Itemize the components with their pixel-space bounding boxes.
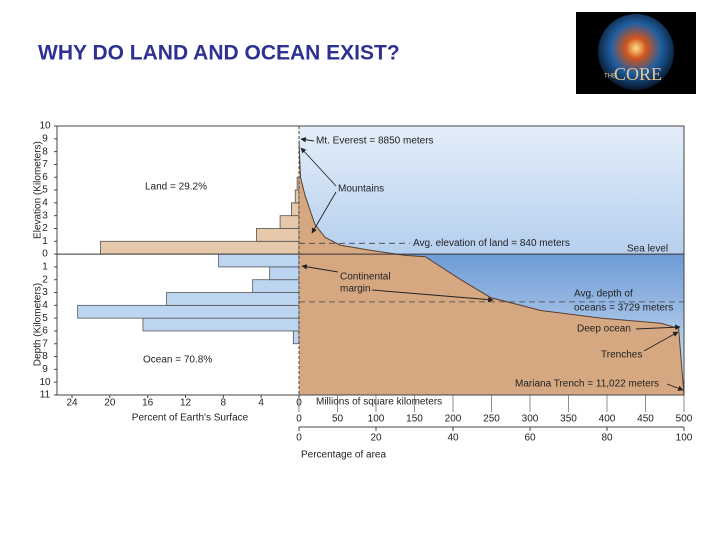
reference-label: Avg. depth of [574,289,633,300]
histogram-bar [252,279,300,293]
annotation: Continental [340,272,391,283]
y-tick-label: 1 [42,236,48,247]
annotation: Deep ocean [577,324,631,335]
curve-x-tick-label: 400 [599,414,616,425]
annotation-arrow [635,324,681,330]
annotation-arrow [300,137,315,143]
y-tick-label: 4 [42,300,48,311]
histogram-bar [218,253,300,268]
percent-x-tick-label: 60 [524,433,536,444]
annotation: Trenches [601,350,642,361]
curve-area [299,140,684,396]
curve-x-tick-label: 0 [296,414,302,425]
reference-label: oceans = 3729 meters [574,303,673,314]
land-label: Land = 29.2% [145,182,207,193]
curve-x-tick-label: 300 [522,414,539,425]
annotation-arrow [371,289,494,303]
annotation: Mt. Everest = 8850 meters [316,136,434,147]
percent-x-tick-label: 100 [676,433,693,444]
curve-x-tick-label: 450 [637,414,654,425]
y-tick-label: 10 [39,377,51,388]
y-tick-label: 2 [42,223,48,234]
logo: THE CORE [576,12,696,94]
histogram-bar [256,228,300,242]
histogram-x-tick-label: 12 [180,398,192,409]
y-axis-label-down: Depth (Kilometers) [33,283,44,366]
percent-x-tick-label: 80 [601,433,613,444]
percent-x-tick-label: 40 [447,433,459,444]
annotation: Mountains [338,184,384,195]
y-tick-label: 6 [42,172,48,183]
hypsographic-curve [298,140,685,396]
percent-x-tick-label: 20 [370,433,382,444]
slide-title: WHY DO LAND AND OCEAN EXIST? [38,42,400,65]
histogram-bar [291,202,300,217]
histogram-bar [99,240,300,255]
reference-label: Sea level [627,244,668,255]
logo-globe [598,14,674,90]
histogram-bar [292,330,300,345]
curve-x-tick-label: 350 [560,414,577,425]
y-tick-label: 1 [42,262,48,273]
sky-background [299,126,684,255]
y-tick-label: 11 [40,390,51,401]
percent-x-tick-label: 0 [296,433,302,444]
y-tick-label: 10 [39,121,51,132]
curve-x-tick-label: 50 [332,414,344,425]
annotation-arrow [300,147,337,187]
curve-x-tick-label: 150 [406,414,423,425]
annotation-arrow [301,264,339,273]
histogram-x-tick-label: 24 [66,398,78,409]
y-tick-label: 7 [42,159,48,170]
y-tick-label: 4 [42,197,48,208]
curve-x-tick-label: 500 [676,414,693,425]
y-tick-label: 3 [42,210,48,221]
curve-x-tick-label: 200 [445,414,462,425]
histogram-x-tick-label: 20 [104,398,116,409]
curve-x-tick-label: 100 [368,414,385,425]
annotation: margin [340,284,371,295]
y-tick-label: 5 [42,313,48,324]
curve-x-label: Millions of square kilometers [316,397,442,408]
plot-frame [56,125,685,396]
reference-label: Avg. elevation of land = 840 meters [413,238,570,249]
y-tick-label: 9 [42,364,48,375]
annotation-arrow [643,331,679,352]
annotation-arrow [311,191,337,234]
y-tick-label: 8 [42,146,48,157]
y-tick-label: 8 [42,351,48,362]
histogram-x-tick-label: 16 [142,398,154,409]
y-tick-label: 0 [42,249,48,260]
ocean-label: Ocean = 70.8% [143,355,212,366]
histogram-bar [294,189,300,204]
y-tick-label: 6 [42,326,48,337]
histogram-x-tick-label: 8 [221,398,227,409]
histogram-bar [77,304,300,319]
histogram-x-tick-label: 4 [258,398,264,409]
y-axis-label-up: Elevation (Kilometers) [33,141,44,239]
logo-prefix: THE [604,74,616,80]
y-tick-label: 5 [42,185,48,196]
annotation-arrow [666,383,684,391]
histogram-bar [166,292,300,306]
percent-axis-label: Percentage of area [301,450,386,461]
curve-x-tick-label: 250 [483,414,500,425]
histogram-bar [142,317,300,332]
y-tick-label: 7 [42,338,48,349]
histogram-bar [269,266,300,281]
annotation: Mariana Trench = 11,022 meters [515,379,659,390]
y-tick-label: 3 [42,287,48,298]
logo-text: CORE [614,64,662,84]
y-tick-label: 9 [42,133,48,144]
y-tick-label: 2 [42,274,48,285]
histogram-bar [279,215,300,229]
histogram-x-label: Percent of Earth's Surface [132,413,249,424]
